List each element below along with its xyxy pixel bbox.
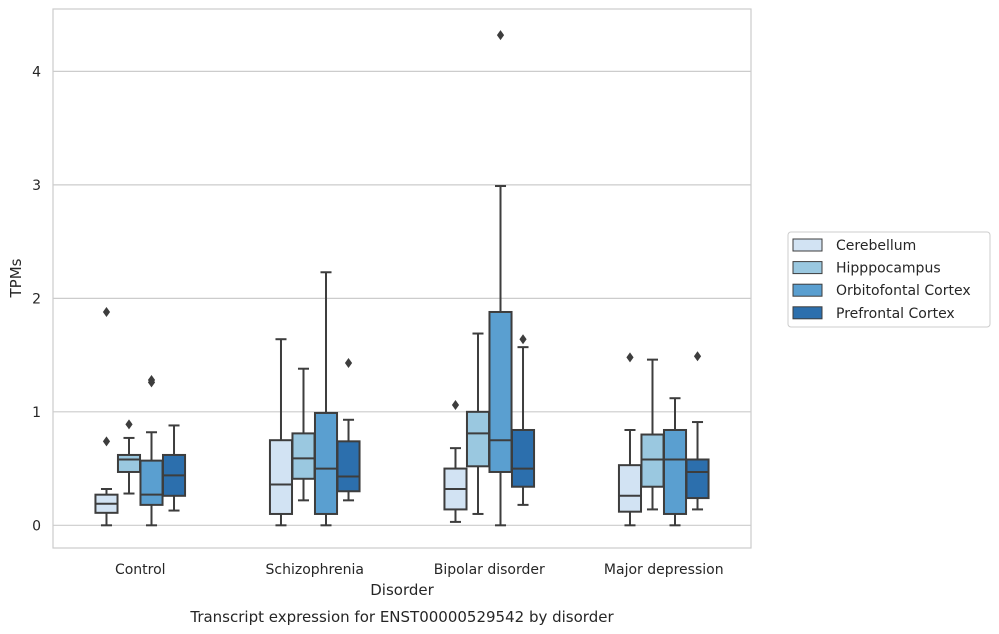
outlier-point xyxy=(102,436,111,447)
outlier-point xyxy=(519,334,527,345)
box-3-4 xyxy=(662,397,688,527)
box-body xyxy=(662,428,688,515)
x-tick-label: Schizophrenia xyxy=(266,562,364,578)
box-4-2 xyxy=(336,358,361,502)
x-axis-ticks: Control Schizophrenia Bipolar disorder Majo… xyxy=(115,562,724,578)
box-2-4 xyxy=(640,358,665,511)
outlier-point xyxy=(496,30,505,41)
legend-label: Prefrontal Cortex xyxy=(836,306,955,322)
chart-title: Transcript expression for ENST0000052954… xyxy=(189,608,614,626)
box-2-2 xyxy=(291,367,316,502)
legend-swatch xyxy=(792,283,823,297)
box-body xyxy=(685,458,710,500)
box-body xyxy=(313,411,339,515)
box-body xyxy=(336,440,361,493)
legend-swatch xyxy=(792,238,823,252)
outlier-point xyxy=(102,306,111,317)
x-tick-label: Major depression xyxy=(604,562,724,578)
outlier-point xyxy=(451,400,460,411)
box-3-1 xyxy=(139,375,164,527)
legend-label: Hipppocampus xyxy=(836,261,941,277)
box-1-1 xyxy=(94,306,119,527)
box-body xyxy=(617,464,643,513)
outlier-point xyxy=(693,351,702,362)
box-4-1 xyxy=(161,424,187,512)
box-body xyxy=(465,410,491,468)
box-body xyxy=(510,428,536,488)
outlier-point xyxy=(626,352,634,363)
x-tick-label: Bipolar disorder xyxy=(434,562,545,578)
legend-label: Cerebellum xyxy=(836,238,916,254)
y-tick-label: 3 xyxy=(32,178,41,194)
legend-items: Cerebellum Hipppocampus Orbitofontal Corte… xyxy=(792,238,971,322)
legend-swatch xyxy=(792,261,823,275)
box-body xyxy=(139,459,164,506)
box-2-3 xyxy=(465,332,491,515)
box-2-1 xyxy=(116,419,142,495)
y-tick-label: 2 xyxy=(32,291,41,307)
legend: Cerebellum Hipppocampus Orbitofontal Corte… xyxy=(787,231,991,328)
box-1-4 xyxy=(617,352,643,527)
legend-frame xyxy=(787,231,991,328)
box-body xyxy=(268,439,294,515)
box-4-4 xyxy=(685,351,710,511)
y-tick-label: 0 xyxy=(32,518,41,534)
x-axis-title: Disorder xyxy=(370,581,434,599)
y-tick-label: 4 xyxy=(32,64,41,80)
y-axis-ticks: 0 1 2 3 4 xyxy=(32,64,41,534)
box-3-2 xyxy=(313,271,339,527)
box-1-3 xyxy=(443,400,468,523)
boxes-layer xyxy=(94,30,710,527)
outlier-point xyxy=(147,375,156,386)
x-tick-label: Control xyxy=(115,562,166,578)
legend-label: Orbitofontal Cortex xyxy=(836,283,971,299)
box-body xyxy=(291,432,316,480)
box-1-2 xyxy=(268,338,294,527)
box-4-3 xyxy=(510,334,536,506)
box-body xyxy=(488,310,513,473)
outlier-point xyxy=(125,419,133,430)
box-body xyxy=(640,433,665,488)
y-tick-label: 1 xyxy=(32,405,41,421)
box-body xyxy=(116,453,142,473)
legend-swatch xyxy=(792,306,823,320)
outlier-point xyxy=(344,358,353,369)
plot-frame xyxy=(52,8,752,549)
box-3-3 xyxy=(488,30,513,527)
y-axis-title: TPMs xyxy=(7,258,25,298)
